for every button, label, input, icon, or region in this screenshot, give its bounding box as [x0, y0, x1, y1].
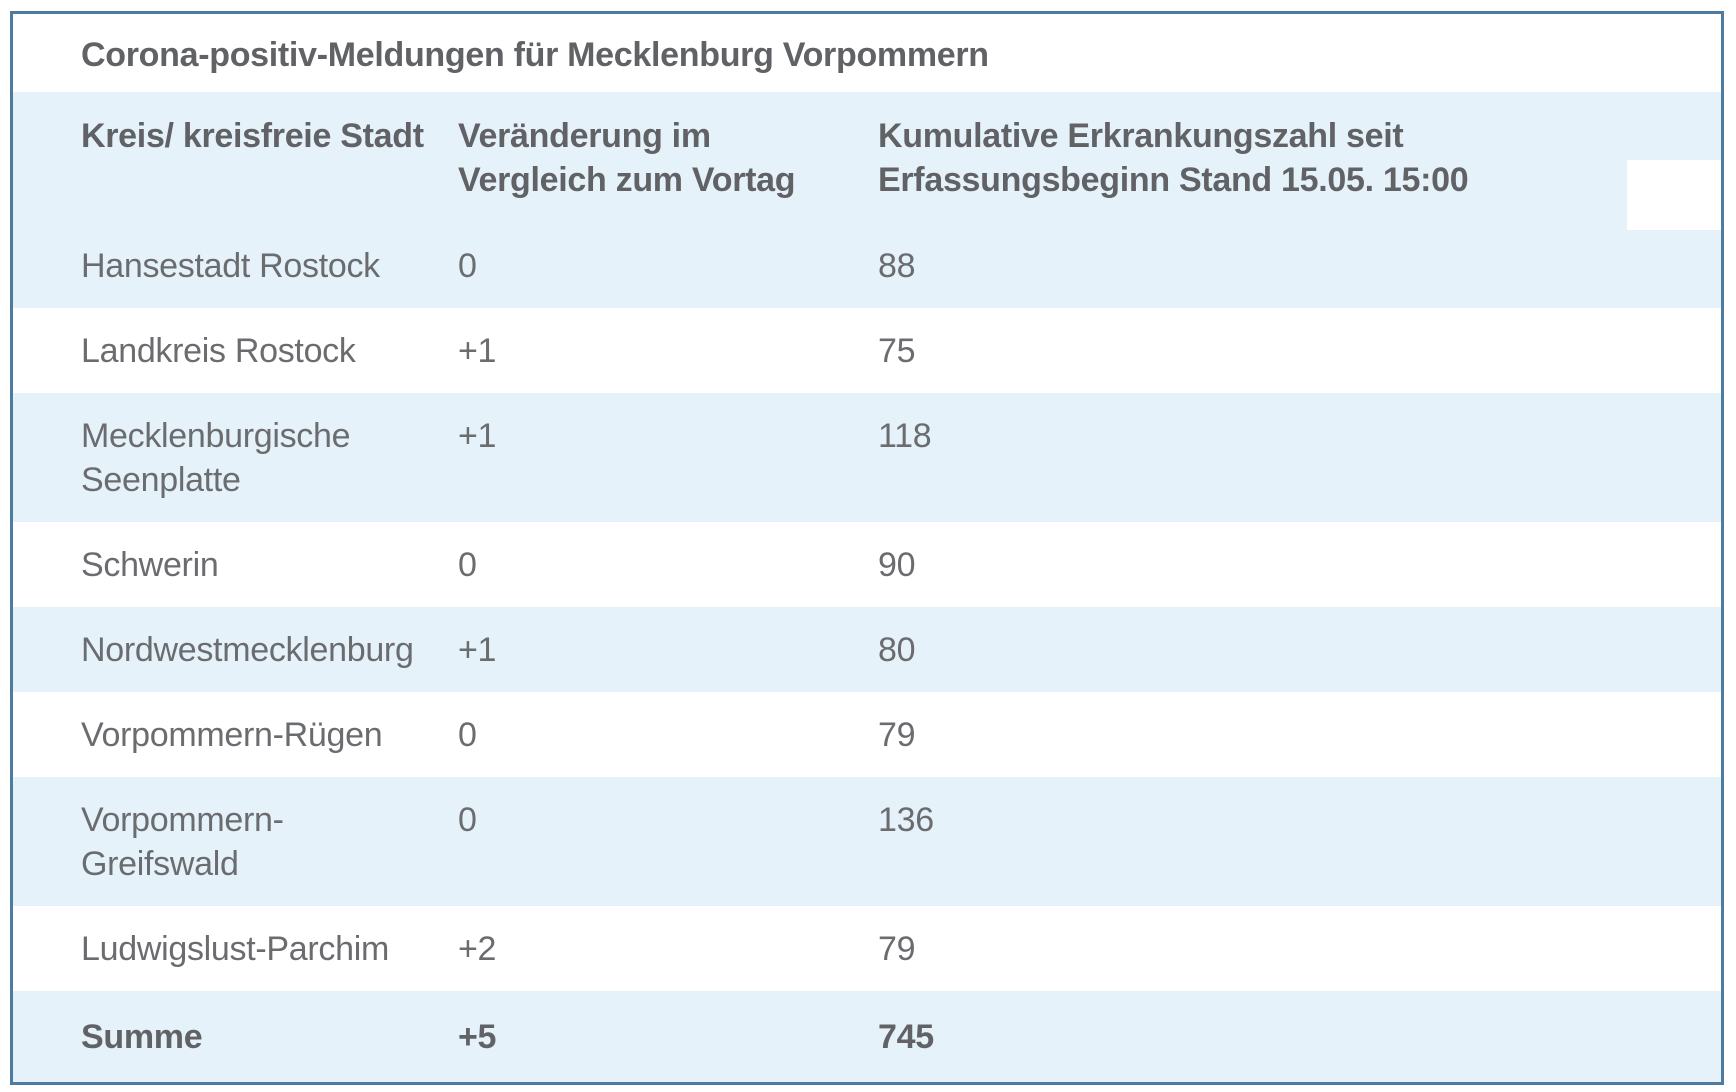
- cell-cumulative: 88: [878, 247, 916, 285]
- corona-data-table-panel: Corona-positiv-Meldungen für Mecklenburg…: [10, 11, 1724, 1085]
- column-header-cumulative: Kumulative Erkrankungszahl seit Erfassun…: [878, 117, 1469, 199]
- cell-cumulative: 75: [878, 332, 916, 370]
- cell-cumulative: 79: [878, 930, 916, 968]
- table-row: Hansestadt Rostock 0 88: [13, 223, 1721, 308]
- cell-kreis: Hansestadt Rostock: [81, 247, 380, 285]
- column-header-change: Veränderung im Vergleich zum Vortag: [458, 117, 796, 199]
- cell-total-cumulative: 745: [878, 1018, 934, 1056]
- table-total-row: Summe +5 745: [13, 991, 1721, 1082]
- cell-change: 0: [458, 716, 477, 754]
- table-row: Landkreis Rostock +1 75: [13, 308, 1721, 393]
- cell-cumulative: 90: [878, 546, 916, 584]
- table-title: Corona-positiv-Meldungen für Mecklenburg…: [13, 14, 1721, 92]
- cell-cumulative: 118: [878, 417, 932, 455]
- cell-change: 0: [458, 801, 477, 839]
- cell-total-label: Summe: [81, 1018, 203, 1056]
- cell-change: +1: [458, 631, 497, 669]
- table-row: Vorpommern- Greifswald 0 136: [13, 777, 1721, 906]
- cell-change: 0: [458, 247, 477, 285]
- cell-cumulative: 136: [878, 801, 934, 839]
- table-row: Mecklenburgische Seenplatte +1 118: [13, 393, 1721, 522]
- cell-kreis: Mecklenburgische Seenplatte: [81, 417, 351, 499]
- cell-change: +2: [458, 930, 497, 968]
- cell-cumulative: 79: [878, 716, 916, 754]
- column-header-kreis: Kreis/ kreisfreie Stadt: [81, 117, 424, 155]
- cell-kreis: Vorpommern-Rügen: [81, 716, 383, 754]
- table-row: Schwerin 0 90: [13, 522, 1721, 607]
- table-row: Nordwestmecklenburg +1 80: [13, 607, 1721, 692]
- cell-change: 0: [458, 546, 477, 584]
- cell-kreis: Ludwigslust-Parchim: [81, 930, 389, 968]
- table-row: Ludwigslust-Parchim +2 79: [13, 906, 1721, 991]
- table-header-row: Kreis/ kreisfreie Stadt Veränderung im V…: [13, 92, 1721, 223]
- cell-kreis: Landkreis Rostock: [81, 332, 356, 370]
- cell-total-change: +5: [458, 1018, 497, 1056]
- cell-change: +1: [458, 417, 497, 455]
- table-row: Vorpommern-Rügen 0 79: [13, 692, 1721, 777]
- cell-kreis: Schwerin: [81, 546, 219, 584]
- cell-kreis: Nordwestmecklenburg: [81, 631, 414, 669]
- cell-change: +1: [458, 332, 497, 370]
- corona-table: Kreis/ kreisfreie Stadt Veränderung im V…: [13, 92, 1721, 1082]
- cell-cumulative: 80: [878, 631, 916, 669]
- cell-kreis: Vorpommern- Greifswald: [81, 801, 284, 883]
